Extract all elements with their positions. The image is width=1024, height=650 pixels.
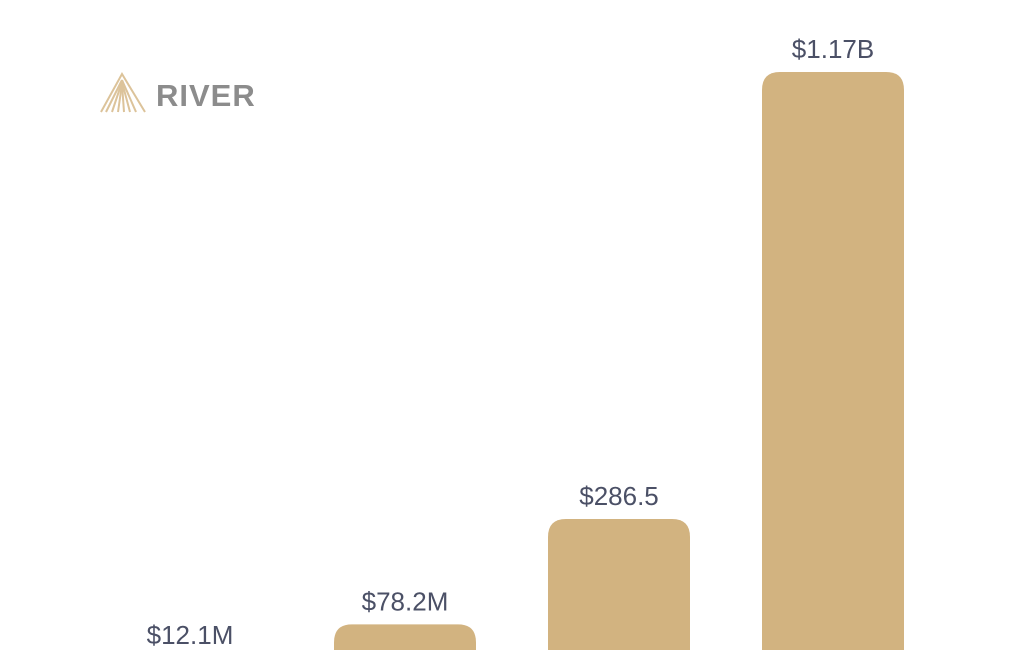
bar: [548, 519, 690, 650]
logo-icon: [100, 72, 146, 113]
value-label: $12.1M: [147, 620, 234, 650]
logo-text: RIVER: [156, 78, 256, 113]
value-label: $1.17B: [792, 34, 874, 64]
value-label: $78.2M: [362, 586, 449, 616]
value-label: $286.5: [579, 481, 659, 511]
bar: [334, 624, 476, 650]
bar: [762, 72, 904, 650]
